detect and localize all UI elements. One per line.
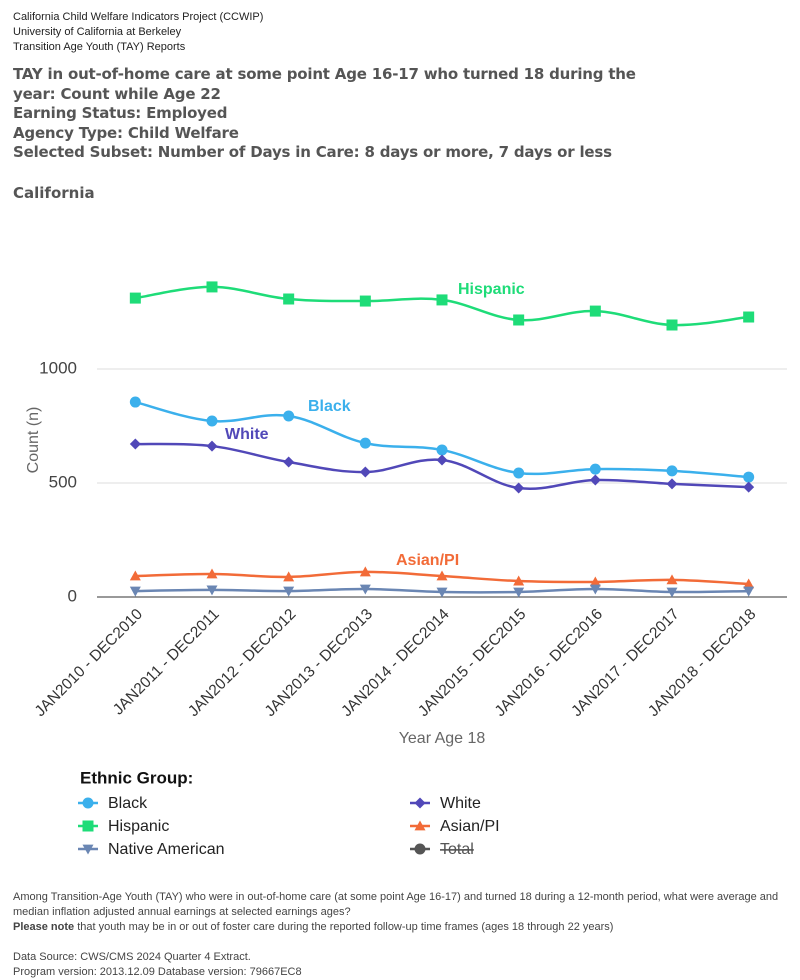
marker [82, 844, 94, 855]
marker [206, 281, 218, 293]
marker [513, 482, 525, 494]
marker [414, 797, 426, 809]
marker [436, 294, 448, 306]
marker [436, 570, 448, 581]
title: TAY in out-of-home care at some point Ag… [13, 65, 636, 103]
marker [82, 820, 94, 832]
marker [743, 481, 755, 493]
marker [359, 466, 371, 478]
legend-label: Total [440, 841, 474, 858]
marker [283, 293, 295, 305]
legend-label: Native American [108, 841, 225, 858]
note-bold: Please note [13, 921, 75, 933]
marker [283, 571, 295, 582]
footer-question: Among Transition-Age Youth (TAY) who wer… [13, 891, 779, 918]
marker [206, 415, 218, 427]
marker [666, 587, 678, 598]
report-title: TAY in out-of-home care at some point Ag… [13, 65, 673, 163]
marker [513, 314, 525, 326]
marker [129, 292, 141, 304]
marker [359, 566, 371, 577]
marker [589, 474, 601, 486]
marker [589, 463, 601, 475]
header-line: University of California at Berkeley [13, 26, 182, 38]
marker [666, 478, 678, 490]
y-tick-label: 1000 [39, 358, 77, 377]
series-label: White [225, 426, 269, 443]
chart: Count (n) Year Age 18 Ethnic Group: 0 500… [25, 281, 787, 858]
marker [414, 843, 426, 855]
header-line: Transition Age Youth (TAY) Reports [13, 41, 186, 53]
marker [359, 295, 371, 307]
header-line: California Child Welfare Indicators Proj… [13, 11, 264, 23]
source-line: Data Source: CWS/CMS 2024 Quarter 4 Extr… [13, 951, 251, 963]
series-line [135, 285, 749, 327]
legend-label: Black [108, 795, 148, 812]
marker [666, 574, 678, 585]
y-axis-label: Count (n) [25, 407, 42, 474]
header: California Child Welfare Indicators Proj… [13, 10, 263, 55]
subtitle: Agency Type: Child Welfare [13, 123, 239, 142]
marker [414, 820, 426, 831]
marker [206, 585, 218, 596]
marker [589, 305, 601, 317]
marker [743, 471, 755, 483]
marker [589, 576, 601, 587]
marker [283, 410, 295, 422]
marker [436, 444, 448, 456]
marker [129, 570, 141, 581]
footer-note: Please note that youth may be in or out … [13, 920, 793, 935]
y-tick-label: 0 [68, 586, 77, 605]
marker [129, 438, 141, 450]
marker [513, 575, 525, 586]
marker [666, 465, 678, 477]
marker [359, 437, 371, 449]
marker [743, 578, 755, 589]
marker [206, 440, 218, 452]
series-label: Asian/PI [396, 552, 459, 569]
marker [436, 587, 448, 598]
marker [359, 584, 371, 595]
marker [206, 568, 218, 579]
note-text: that youth may be in or out of foster ca… [74, 921, 614, 933]
marker [589, 584, 601, 595]
marker [283, 586, 295, 597]
legend-label: Asian/PI [440, 818, 500, 835]
x-axis-label: Year Age 18 [399, 730, 486, 747]
marker [666, 319, 678, 331]
marker [129, 586, 141, 597]
marker [743, 586, 755, 597]
subtitle: Selected Subset: Number of Days in Care:… [13, 143, 612, 161]
footer: Among Transition-Age Youth (TAY) who wer… [13, 890, 793, 980]
series-label: Hispanic [458, 281, 525, 298]
y-tick-label: 500 [49, 472, 77, 491]
marker [513, 467, 525, 479]
marker [283, 456, 295, 468]
series-label: Black [308, 398, 351, 415]
marker [129, 396, 141, 408]
marker [82, 797, 94, 809]
legend-title: Ethnic Group: [80, 768, 193, 787]
region: California [13, 184, 95, 202]
marker [513, 587, 525, 598]
legend-label: Hispanic [108, 818, 169, 835]
marker [436, 454, 448, 466]
legend-label: White [440, 795, 481, 812]
marker [743, 311, 755, 323]
subtitle: Earning Status: Employed [13, 104, 228, 122]
source-line: Program version: 2013.12.09 Database ver… [13, 966, 302, 978]
